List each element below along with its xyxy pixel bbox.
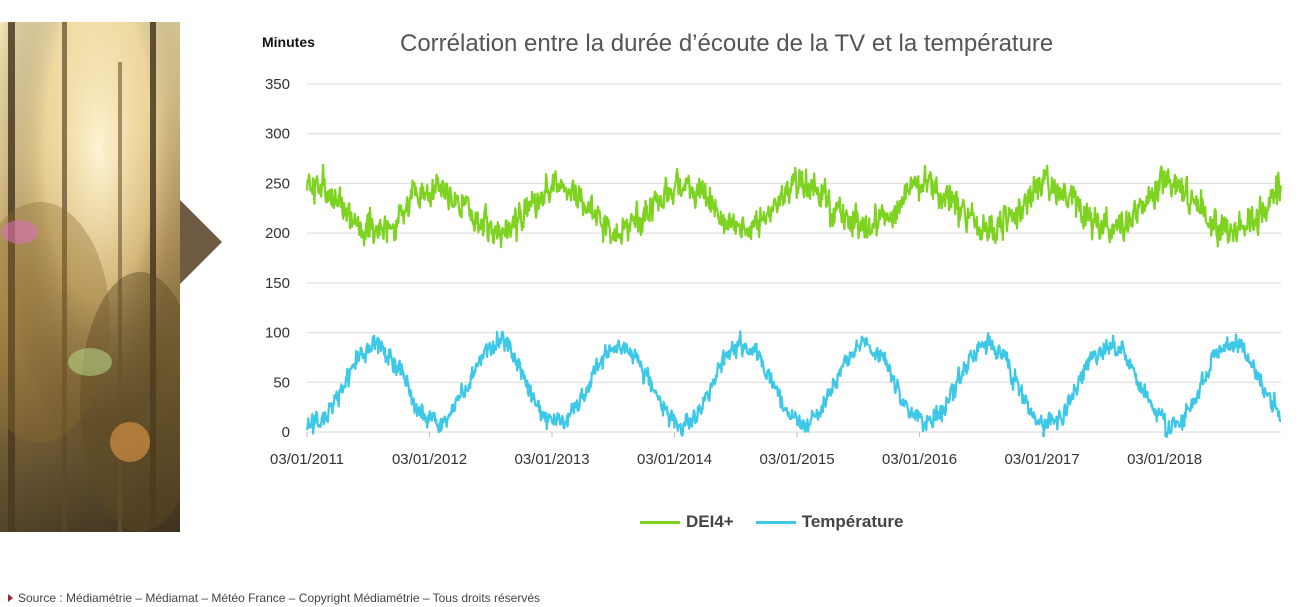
y-tick-labels: 0 50 100 150 200 250 300 350	[265, 76, 290, 441]
y-axis-label: Minutes	[262, 34, 315, 50]
series-line-temperature	[305, 330, 1282, 438]
y-tick-350: 350	[265, 76, 290, 93]
forest-photo	[0, 22, 180, 532]
y-tick-150: 150	[265, 275, 290, 292]
y-tick-250: 250	[265, 175, 290, 192]
x-tick-labels: 03/01/2011 03/01/2012 03/01/2013 03/01/2014…	[270, 432, 1202, 468]
series-line-dei	[305, 163, 1283, 249]
x-tick-03/01/2017: 03/01/2017	[1005, 451, 1080, 468]
legend-label-temperature: Température	[801, 512, 904, 531]
y-tick-200: 200	[265, 225, 290, 242]
series-lines	[305, 163, 1283, 438]
x-tick-03/01/2015: 03/01/2015	[760, 451, 835, 468]
legend-swatch-dei	[640, 520, 680, 524]
x-tick-03/01/2011: 03/01/2011	[270, 451, 344, 468]
x-tick-03/01/2012: 03/01/2012	[392, 451, 467, 468]
y-tick-300: 300	[265, 126, 290, 143]
x-tick-03/01/2016: 03/01/2016	[882, 451, 957, 468]
chart-title: Corrélation entre la durée d’écoute de l…	[400, 30, 1054, 57]
source-arrow-icon	[8, 594, 13, 602]
y-tick-100: 100	[265, 325, 290, 342]
forest-illustration	[0, 22, 180, 532]
source-note: Source : Médiamétrie – Médiamat – Météo …	[8, 591, 540, 605]
x-tick-03/01/2018: 03/01/2018	[1127, 451, 1202, 468]
legend-label-dei: DEI4+	[686, 512, 734, 531]
y-tick-0: 0	[282, 424, 290, 441]
legend-swatch-temperature	[755, 520, 796, 524]
pointer-arrow	[180, 200, 222, 284]
source-text: Source : Médiamétrie – Médiamat – Météo …	[18, 591, 541, 605]
grid-lines	[307, 83, 1281, 433]
legend-item-temperature: Température	[755, 512, 904, 532]
x-tick-03/01/2013: 03/01/2013	[514, 451, 589, 468]
x-tick-03/01/2014: 03/01/2014	[637, 451, 712, 468]
y-tick-50: 50	[273, 374, 290, 391]
legend-item-dei: DEI4+	[640, 512, 734, 532]
legend: DEI4+ Température	[640, 512, 925, 532]
